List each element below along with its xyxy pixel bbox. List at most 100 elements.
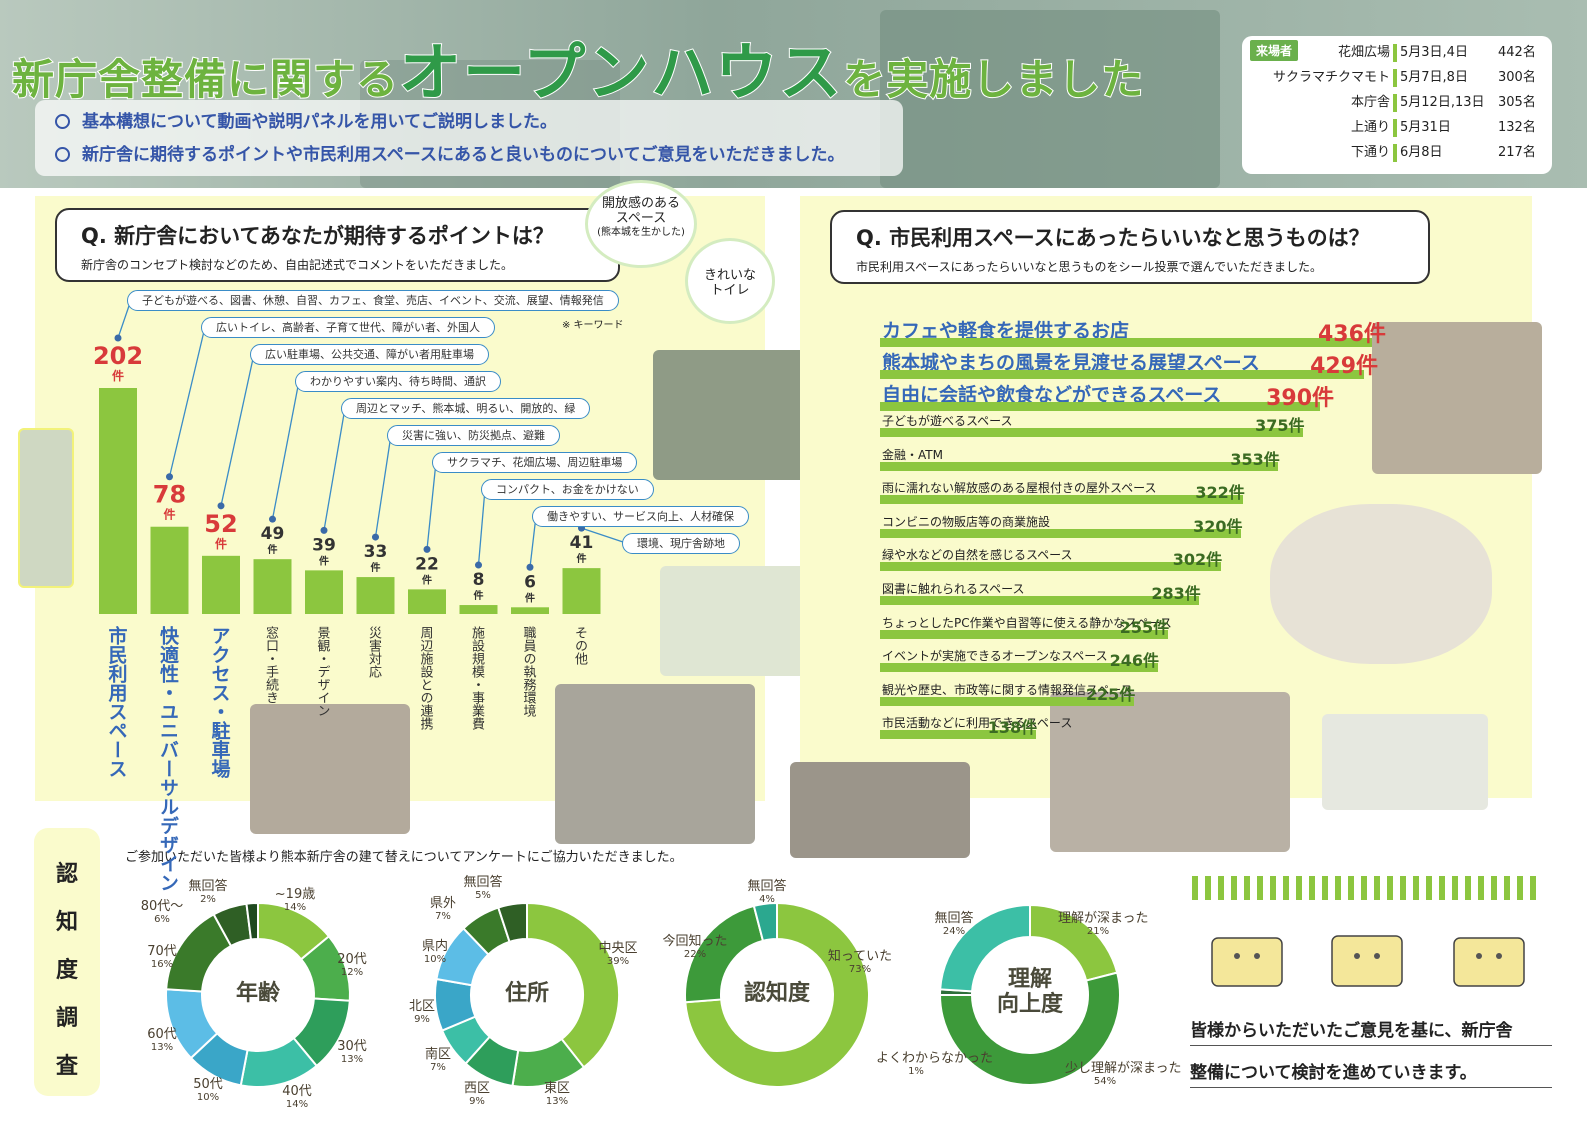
visitor-label: 来場者 (1250, 40, 1299, 61)
donut-0-label-8: 無回答 2% (188, 879, 228, 906)
keyword-connector-3 (271, 380, 300, 520)
donut-1-label-4: 北区 9% (408, 999, 435, 1026)
header-banner: 新庁舎整備に関するオープンハウスを実施しました 基本構想について動画や説明パネル… (0, 0, 1587, 188)
circle-bullet-icon (55, 147, 70, 162)
donut-0-label-2: 30代 13% (337, 1039, 367, 1066)
circle-bullet-icon (55, 114, 70, 129)
hbar-value-6: 320件 (1193, 516, 1243, 536)
donut-3-label-3: 無回答 24% (934, 911, 974, 938)
bar-category-3: 窓口・手続き (263, 626, 278, 704)
summary-bullet: 基本構想について動画や説明パネルを用いてご説明しました。 (55, 106, 903, 139)
hbar-label-0: カフェや軽食を提供するお店 (882, 320, 1130, 342)
header-photo (880, 10, 1220, 188)
hbar-label-10: イベントが実施できるオープンなスペース (882, 649, 1108, 664)
hbar-label-12: 市民活動などに利用できるスペース (882, 716, 1073, 731)
bar-value-5: 33 (364, 542, 388, 562)
hbar-2 (880, 402, 1321, 411)
stripe-decoration (1192, 876, 1542, 900)
keyword-connector-7 (477, 488, 486, 566)
bar-category-9: その他 (572, 626, 587, 665)
bar-category-8: 職員の執務環境 (520, 626, 536, 717)
bar-category-4: 景観・デザイン (314, 626, 330, 717)
bubble-clean-toilet: きれいな トイレ (685, 238, 775, 324)
donut-1-slice-0 (526, 901, 620, 1069)
bar-value-3: 49 (261, 524, 285, 544)
donut-2-label-0: 知っていた 73% (827, 949, 893, 976)
bar-category-5: 災害対応 (366, 626, 381, 678)
donut-2-label-2: 無回答 4% (747, 879, 787, 906)
bar-8 (511, 607, 549, 614)
keyword-dot-8 (526, 563, 534, 571)
bar-category-0: 市民利用スペース (105, 626, 128, 778)
hbar-4 (880, 461, 1279, 471)
keyword-connector-9 (581, 527, 627, 544)
bar-value-4: 39 (312, 535, 336, 555)
donut-3-title: 理解 向上度 (996, 967, 1063, 1018)
hbar-value-1: 429件 (1310, 354, 1379, 379)
bar-3 (253, 559, 292, 614)
bar-category-2: アクセス・駐車場 (208, 626, 231, 778)
expectation-panel: Q. 新庁舎においてあなたが期待するポイントは？ 新庁舎のコンセプト検討などのた… (35, 180, 850, 844)
bar-4 (305, 570, 343, 614)
keyword-tag-6: サクラマチ、花畑広場、周辺駐車場 (432, 452, 638, 473)
keyword-connector-6 (426, 461, 437, 550)
keyword-dot-6 (423, 545, 431, 553)
closing-section: 皆様からいただいたご意見を基に、新庁舎 整備について検討を進めていきます。 (1182, 876, 1552, 1098)
bar-unit-9: 件 (577, 552, 587, 565)
hbar-value-3: 375件 (1255, 416, 1305, 435)
hbar-label-8: 図書に触れられるスペース (882, 582, 1025, 596)
donut-1-label-1: 東区 13% (543, 1081, 570, 1108)
hbar-3 (880, 428, 1304, 437)
keyword-dot-0 (114, 334, 122, 342)
hbar-label-5: 雨に濡れない解放感のある屋根付きの屋外スペース (882, 481, 1157, 496)
awareness-side-title: 認 知 度 調 査 (34, 828, 100, 1096)
donut-1-label-3: 南区 7% (424, 1047, 451, 1074)
bar-value-1: 78 (153, 481, 186, 509)
question-box: Q. 市民利用スペースにあったらいいなと思うものは？ 市民利用スペースにあったら… (830, 210, 1430, 284)
donut-3-label-0: 理解が深まった 21% (1058, 911, 1149, 938)
hbar-value-2: 390件 (1266, 386, 1335, 411)
keyword-dot-5 (372, 533, 379, 541)
keyword-dot-3 (269, 515, 276, 523)
hbar-value-8: 283件 (1151, 584, 1201, 603)
hbar-7 (880, 562, 1221, 572)
bar-unit-1: 件 (163, 507, 175, 522)
hbar-value-5: 322件 (1195, 483, 1245, 503)
donut-1-label-0: 中央区 39% (598, 941, 638, 968)
hbar-label-9: ちょっとしたPC作業や自習等に使える静かなスペース (882, 615, 1172, 630)
hbar-value-9: 255件 (1119, 617, 1170, 637)
bar-7 (459, 605, 498, 614)
visitor-row: 下通り 6月8日 217名 (1350, 144, 1536, 162)
title-part-3: を実施しました (842, 54, 1145, 105)
donut-0-label-0: ~19歳 14% (274, 887, 316, 914)
bar-9 (562, 568, 601, 614)
visitor-row: サクラマチクマモト 5月7日,8日 300名 (1272, 69, 1536, 87)
hbar-value-12: 138件 (987, 718, 1038, 738)
keyword-tag-0: 子どもが遊べる、図書、休憩、自習、カフェ、食堂、売店、イベント、交流、展望、情報… (127, 290, 619, 311)
bar-value-6: 22 (415, 554, 439, 574)
keyword-connector-1 (168, 326, 206, 477)
bar-unit-7: 件 (474, 589, 484, 602)
summary-bullet: 新庁舎に期待するポイントや市民利用スペースにあると良いものについてご意見をいただ… (55, 139, 903, 172)
donut-2-title: 認知度 (743, 981, 810, 1006)
hbar-12 (880, 730, 1036, 740)
bar-unit-8: 件 (525, 591, 535, 604)
title-part-1: 新庁舎整備に関する (11, 54, 400, 105)
photo-sticker-voting (1372, 322, 1542, 474)
photo-child-voting (1270, 504, 1492, 664)
keyword-dot-1 (166, 473, 173, 481)
hbar-9 (880, 629, 1168, 639)
keyword-tag-8: 働きやすい、サービス向上、人材確保 (532, 506, 749, 527)
donut-2-label-1: 今回知った 22% (662, 934, 728, 961)
donut-0-label-5: 60代 13% (147, 1027, 177, 1054)
hbar-8 (880, 596, 1200, 605)
hbar-value-7: 302件 (1172, 550, 1223, 570)
awareness-note: ご参加いただいた皆様より熊本新庁舎の建て替えについてアンケートにご協力いただきま… (125, 850, 683, 865)
keyword-note: ※ キーワード (562, 320, 624, 331)
hbar-label-3: 子どもが遊べるスペース (882, 414, 1013, 428)
keyword-tag-9: 環境、現庁舎跡地 (622, 533, 740, 554)
donut-0-title: 年齢 (235, 981, 280, 1006)
hbar-label-1: 熊本城やまちの風景を見渡せる展望スペース (882, 352, 1260, 374)
photo-brochures (790, 762, 970, 858)
